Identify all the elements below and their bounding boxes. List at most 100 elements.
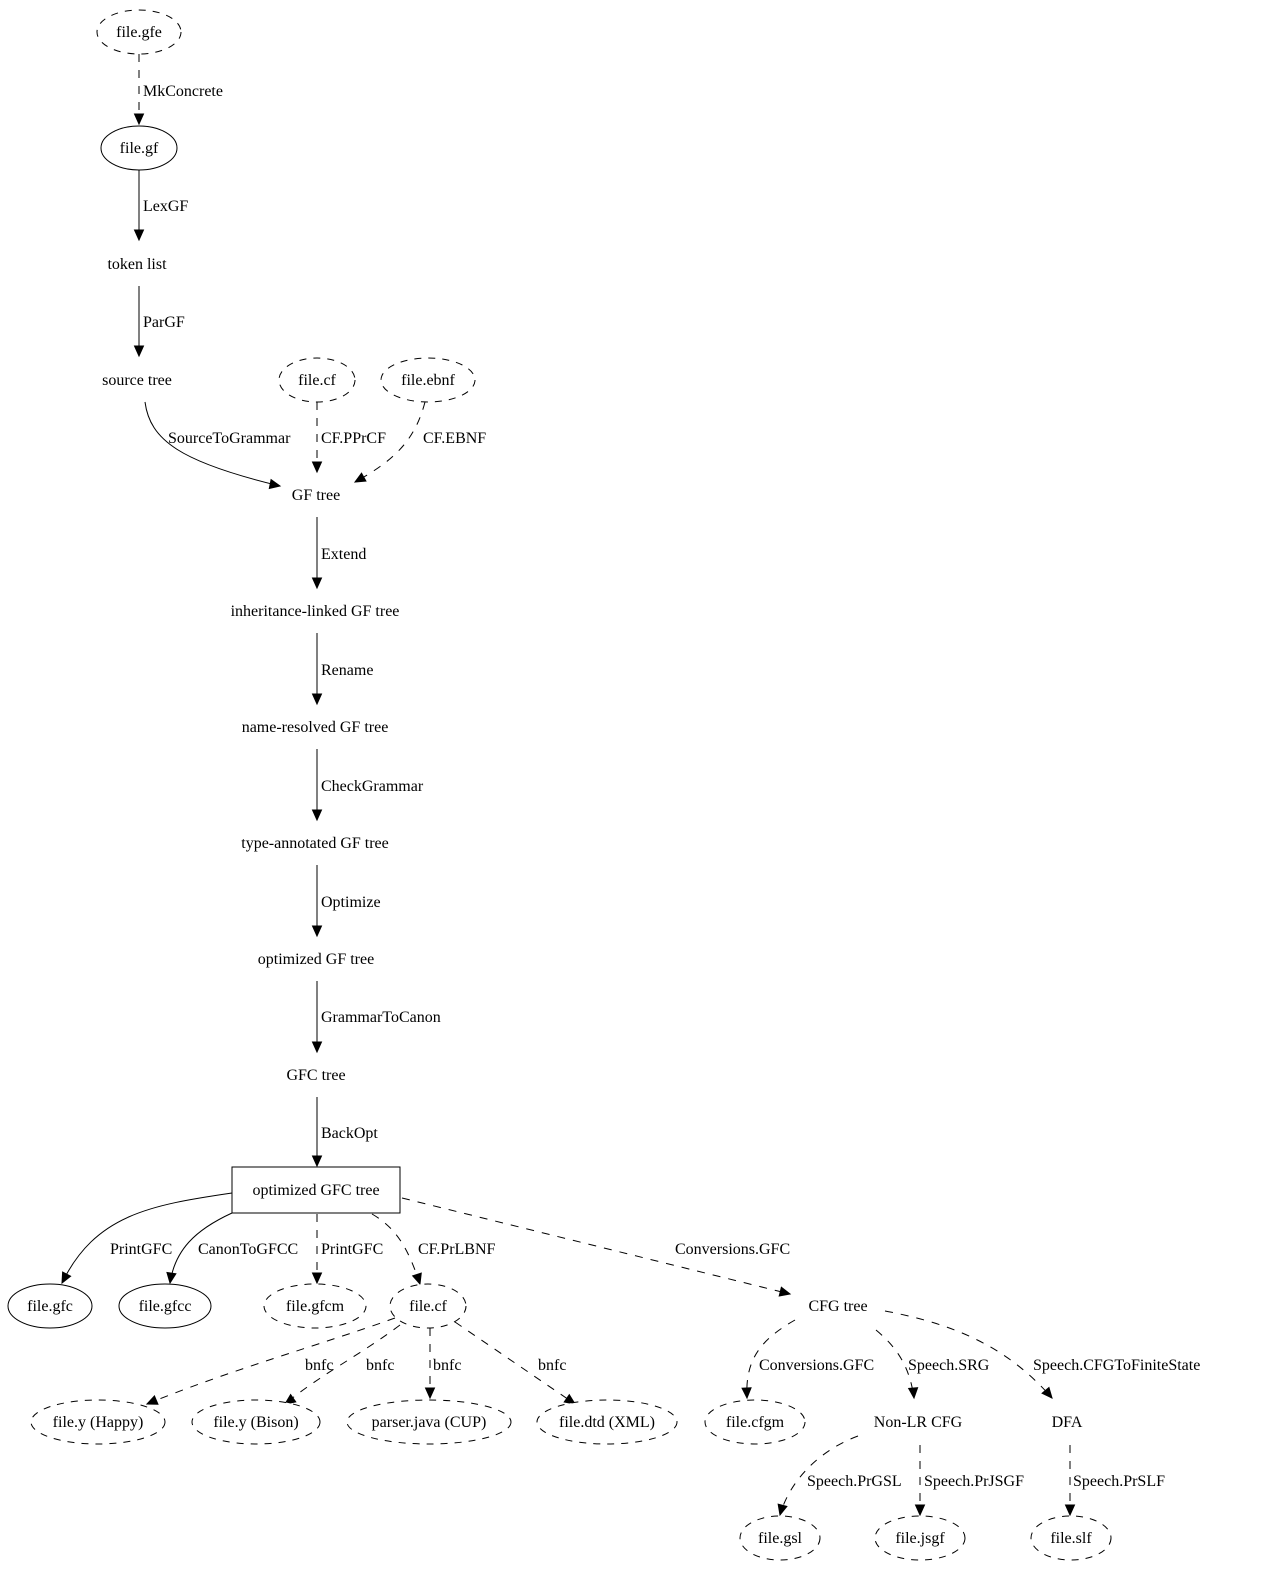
edge-label: PrintGFC [321,1241,383,1258]
arrowhead-icon [311,693,323,706]
edge-optgfc-to-fgfc: PrintGFC [61,1192,233,1285]
edge-cfg-to-dfa: Speech.CFGToFiniteState [884,1310,1200,1399]
edge-source-to-gftree: SourceToGrammar [144,401,291,490]
edge-label: CheckGrammar [321,778,424,795]
node-shape [1030,1515,1112,1561]
node-tokens: token list [107,256,167,273]
edge-cf_out-to-cup: bnfc [424,1328,461,1400]
node-label: optimized GFC tree [252,1182,379,1199]
edge-typed-to-optgf: Optimize [311,865,381,938]
edge-line [146,1317,396,1405]
node-label: GF tree [292,487,340,504]
node-bison: file.y (Bison) [191,1399,321,1445]
arrowhead-icon [166,1271,177,1285]
node-label: file.gf [120,140,159,157]
arrowhead-icon [311,809,323,822]
node-gf: file.gf [100,125,178,171]
node-named: name-resolved GF tree [242,719,389,736]
node-label: file.slf [1050,1530,1092,1547]
edge-optgfc-to-fgfcm: PrintGFC [311,1214,383,1285]
node-typed: type-annotated GF tree [241,835,389,852]
node-label: file.cf [298,372,336,389]
node-slf: file.slf [1030,1515,1112,1561]
edge-label: Speech.CFGToFiniteState [1033,1357,1200,1374]
node-label: file.gfcm [286,1298,345,1315]
edge-label: CF.PrLBNF [418,1241,496,1258]
node-label: token list [107,256,167,273]
edge-label: Extend [321,546,366,563]
node-label: type-annotated GF tree [241,835,389,852]
arrowhead-icon [311,1272,323,1285]
node-label: Non-LR CFG [874,1414,963,1431]
node-label: parser.java (CUP) [372,1414,487,1431]
node-shape [278,357,356,403]
edge-label: ParGF [143,314,185,331]
node-gftree: GF tree [292,487,340,504]
edge-label: Speech.PrJSGF [924,1473,1024,1490]
node-label: file.y (Happy) [53,1414,144,1431]
arrowhead-icon [411,1272,422,1286]
arrowhead-icon [741,1387,752,1400]
node-label: file.y (Bison) [213,1414,298,1431]
edge-nonlr-to-jsgf: Speech.PrJSGF [914,1445,1024,1517]
node-happy: file.y (Happy) [30,1399,166,1445]
node-optgf: optimized GF tree [258,951,374,968]
node-inh: inheritance-linked GF tree [231,603,400,620]
edge-ebnf-to-gftree: CF.EBNF [353,401,486,483]
node-label: file.gfcc [139,1298,192,1315]
node-shape [536,1399,678,1445]
edge-cf_in-to-gftree: CF.PPrCF [311,402,386,474]
edge-cf_out-to-bison: bnfc [284,1324,401,1405]
node-label: name-resolved GF tree [242,719,389,736]
edge-line [144,401,281,487]
edge-line [884,1310,1053,1399]
node-cfg: CFG tree [808,1298,867,1315]
arrowhead-icon [1041,1386,1053,1399]
edge-line [354,401,426,483]
node-label: CFG tree [808,1298,867,1315]
arrowhead-icon [424,1387,436,1400]
node-label: file.dtd (XML) [559,1414,655,1431]
edge-label: LexGF [143,198,188,215]
node-ebnf: file.ebnf [380,357,476,403]
edge-label: CanonToGFCC [198,1241,298,1258]
arrowhead-icon [61,1271,72,1285]
arrowhead-icon [777,1503,788,1517]
edge-label: bnfc [433,1357,461,1374]
node-cup: parser.java (CUP) [346,1399,512,1445]
edge-label: Conversions.GFC [675,1241,790,1258]
node-fgfc: file.gfc [7,1283,93,1329]
edge-tokens-to-source: ParGF [133,286,185,358]
node-shape [739,1515,821,1561]
node-shape [346,1399,512,1445]
arrowhead-icon [353,472,367,483]
edge-label: bnfc [305,1357,333,1374]
node-shape [389,1283,467,1329]
node-label: optimized GF tree [258,951,374,968]
edge-optgfc-to-cf_out: CF.PrLBNF [371,1213,496,1286]
edge-line [401,1197,791,1295]
node-shape [231,1166,401,1214]
edge-optgf-to-gfc: GrammarToCanon [311,981,441,1054]
arrowhead-icon [133,113,145,126]
arrowhead-icon [778,1286,792,1297]
edge-cfg-to-nonlr: Speech.SRG [875,1329,990,1400]
node-fgfcc: file.gfcc [118,1283,212,1329]
nodes: file.gfe file.gf token list source tree file… [7,9,1112,1561]
edge-label: bnfc [366,1357,394,1374]
edge-line [61,1192,233,1284]
node-optgfc: optimized GFC tree [231,1166,401,1214]
arrowhead-icon [563,1393,577,1405]
edge-label: MkConcrete [143,83,223,100]
node-label: DFA [1052,1414,1083,1431]
edge-inh-to-named: Rename [311,633,373,706]
edge-label: Rename [321,662,373,679]
arrowhead-icon [1064,1504,1076,1517]
arrowhead-icon [133,345,145,358]
edge-label: Conversions.GFC [759,1357,874,1374]
node-shape [263,1283,367,1329]
edge-label: Optimize [321,894,381,911]
node-label: GFC tree [286,1067,345,1084]
arrowhead-icon [133,229,145,242]
